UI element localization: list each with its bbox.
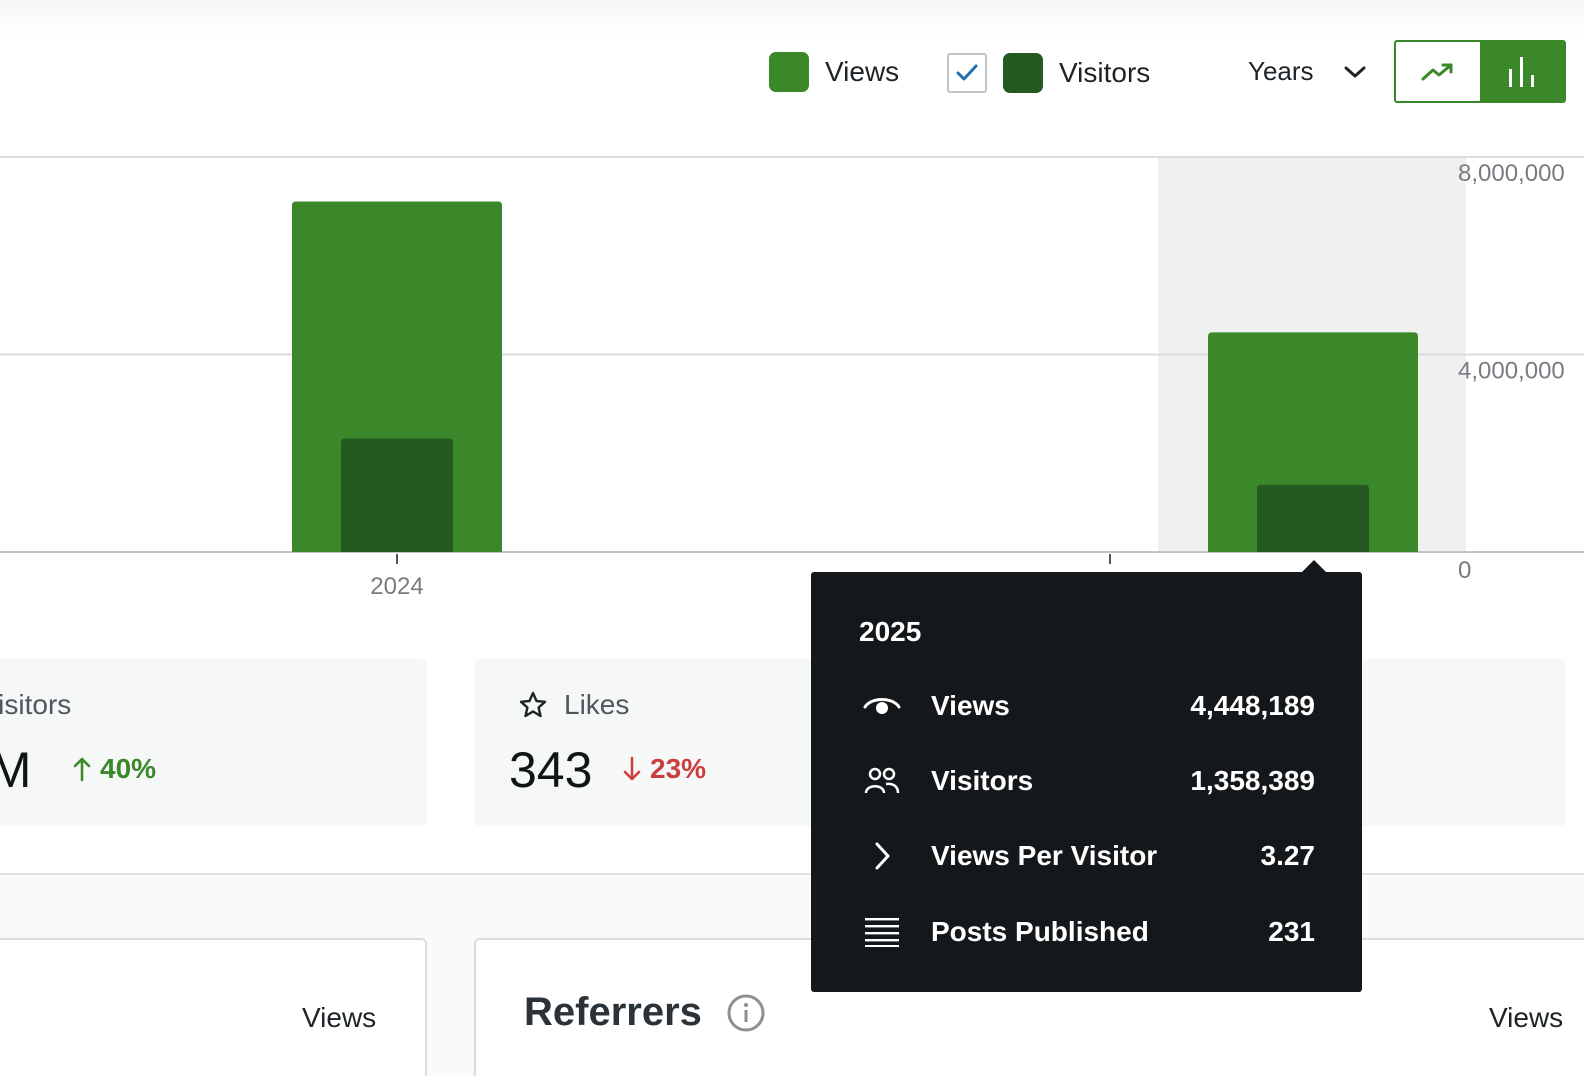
visitors-checkbox[interactable]	[947, 53, 987, 93]
tooltip-views-value: 4,448,189	[1190, 690, 1315, 721]
tooltip-visitors-label: Visitors	[931, 765, 1034, 796]
referrers-views-header: Views	[1489, 1002, 1564, 1033]
y-tick-label: 4,000,000	[1458, 358, 1565, 385]
stat-likes-change: 23%	[622, 753, 706, 785]
check-icon	[956, 64, 978, 81]
tooltip-row-views: Views 4,448,189	[859, 686, 1315, 726]
line-chart-icon	[1421, 63, 1453, 80]
period-select-value: Years	[1248, 56, 1314, 86]
tooltip-vpv-label: Views Per Visitor	[931, 840, 1158, 871]
stat-card-visitors[interactable]: Visitors 6M 40%	[0, 659, 427, 826]
views-swatch	[769, 52, 809, 92]
tooltip-row-views-per-visitor: Views Per Visitor 3.27	[859, 836, 1315, 876]
stat-visitors-label: Visitors	[0, 689, 72, 720]
visitors-swatch	[1003, 53, 1043, 93]
stat-card-partial[interactable]	[1330, 659, 1566, 826]
tooltip-arrow	[1301, 560, 1327, 573]
bar-visitors-2024	[341, 438, 453, 552]
chevron-right-icon	[859, 841, 905, 871]
legend-views-label: Views	[825, 56, 900, 87]
stat-visitors-value: 6M	[0, 742, 32, 798]
chart-svg: 8,000,000 4,000,000 0 2024	[0, 156, 1584, 600]
chart-type-toggle	[1394, 40, 1566, 103]
tooltip-row-posts: Posts Published 231	[859, 912, 1315, 952]
tooltip-posts-value: 231	[1268, 916, 1315, 947]
star-icon	[519, 691, 547, 718]
tooltip-title: 2025	[859, 616, 922, 647]
period-select[interactable]: Years	[1248, 56, 1366, 87]
stat-visitors-change: 40%	[72, 753, 156, 785]
tooltip-posts-label: Posts Published	[931, 916, 1149, 947]
eye-icon	[859, 694, 905, 718]
arrow-down-icon	[623, 756, 641, 781]
legend-views: Views	[769, 52, 899, 92]
legend-visitors[interactable]: Visitors	[947, 53, 1150, 93]
line-chart-button[interactable]	[1396, 42, 1480, 101]
referrers-title-wrap: Referrers	[524, 990, 766, 1035]
y-tick-label: 8,000,000	[1458, 160, 1565, 187]
tooltip-visitors-value: 1,358,389	[1190, 765, 1315, 796]
stats-chart: 8,000,000 4,000,000 0 2024	[0, 140, 1584, 620]
referrers-title: Referrers	[524, 990, 702, 1034]
stat-likes-label: Likes	[564, 689, 630, 720]
posts-panel: Views	[0, 938, 427, 1076]
arrow-up-icon	[73, 757, 91, 782]
people-icon	[859, 766, 905, 796]
tooltip-vpv-value: 3.27	[1260, 840, 1316, 871]
tooltip-row-visitors: Visitors 1,358,389	[859, 761, 1315, 801]
stat-likes-value: 343	[509, 742, 593, 798]
bar-visitors-2025	[1257, 484, 1369, 552]
lines-icon	[859, 917, 905, 947]
bar-chart-icon	[1509, 56, 1534, 87]
y-tick-label: 0	[1458, 557, 1471, 584]
chevron-down-icon	[1344, 66, 1366, 77]
legend-visitors-label: Visitors	[1059, 57, 1151, 88]
stat-visitors-change-value: 40%	[100, 753, 157, 784]
x-tick-label: 2024	[370, 573, 423, 600]
tooltip-views-label: Views	[931, 690, 1010, 721]
stat-likes-header: Likes	[518, 689, 629, 721]
chart-tooltip: 2025 Views 4,448,189 Visitors 1,358,389	[811, 572, 1362, 992]
posts-panel-views-header: Views	[302, 1002, 377, 1033]
bar-chart-button[interactable]	[1480, 42, 1564, 101]
section-divider	[0, 873, 1584, 875]
info-icon[interactable]	[726, 993, 766, 1033]
stat-likes-change-value: 23%	[650, 753, 707, 784]
